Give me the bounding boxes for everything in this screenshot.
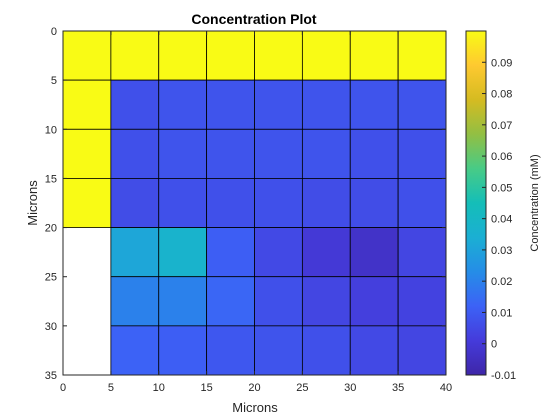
heatmap-cell [254,325,303,376]
y-tick-label: 35 [45,370,57,382]
y-tick-label: 30 [45,321,57,333]
heatmap-cell [397,227,447,278]
heatmap-cell [349,325,399,376]
heatmap-cell [254,128,303,179]
colorbar-tick-label: 0.04 [491,214,512,226]
heatmap-cell [301,276,351,327]
heatmap-cell [206,227,255,278]
heatmap-cell [397,79,447,130]
heatmap-cell [301,79,351,130]
heatmap-cell [206,128,255,179]
colorbar-tick-label: 0.09 [491,57,512,69]
heatmap-cell [349,128,399,179]
x-tick-label: 10 [153,382,165,394]
heatmap-cell [158,128,208,179]
heatmap-cell [254,79,303,130]
colorbar-tick-label: 0.05 [491,182,512,194]
heatmap-cell [110,325,160,376]
x-tick-label: 15 [201,382,213,394]
heatmap-cell [158,79,208,130]
colorbar-tick-label: 0.01 [491,307,512,319]
heatmap-cell [254,178,303,228]
heatmap-cell [397,178,447,228]
heatmap-cell [397,128,447,179]
heatmap-cell [349,30,399,81]
heatmap-cell [254,227,303,278]
heatmap-cell [349,79,399,130]
x-tick-label: 5 [108,382,114,394]
y-tick-label: 0 [51,26,57,38]
heatmap-cell [397,325,447,376]
colorbar-tick-label: 0.03 [491,245,512,257]
colorbar-gradient [465,30,487,376]
colorbar-tick-label: 0.08 [491,89,512,101]
heatmap-cell [62,178,112,228]
heatmap-cell [206,79,255,130]
heatmap-cell [110,276,160,327]
heatmap-cell [62,128,112,179]
colorbar-tick-label: 0.02 [491,276,512,288]
heatmap-cell [301,178,351,228]
y-tick-label: 10 [45,124,57,136]
heatmap-cell [301,128,351,179]
colorbar-tick-label: 0.06 [491,151,512,163]
x-tick-label: 35 [392,382,404,394]
colorbar-tick-label: 0.07 [491,120,512,132]
x-tick-label: 0 [60,382,66,394]
colorbar-label: Concentration (mM) [529,154,541,251]
colorbar-ticks: -0.01 0 0.01 0.02 0.03 0.04 0.05 0.06 0.07 0.08 0.… [482,57,516,382]
heatmap-cells [62,30,447,376]
heatmap-cell [254,276,303,327]
heatmap-cell [206,178,255,228]
heatmap-cell [349,178,399,228]
heatmap-cell [301,325,351,376]
y-tick-label: 20 [45,223,57,235]
heatmap-cell [158,276,208,327]
heatmap-cell [301,30,351,81]
y-tick-label: 5 [51,75,57,87]
colorbar: -0.01 0 0.01 0.02 0.03 0.04 0.05 0.06 0.07 0.08 0.… [465,30,541,382]
x-tick-label: 40 [440,382,452,394]
heatmap-cell [206,325,255,376]
heatmap-cell [206,276,255,327]
heatmap-cell [397,30,447,81]
heatmap-cell [158,178,208,228]
heatmap-cell [110,128,160,179]
heatmap-cell [110,227,160,278]
heatmap-cell [349,227,399,278]
heatmap-cell [349,276,399,327]
x-axis-label: Microns [232,400,278,415]
chart-title: Concentration Plot [191,11,317,27]
colorbar-tick-label: -0.01 [491,370,516,382]
heatmap-cell [158,227,208,278]
x-tick-label: 25 [296,382,308,394]
heatmap-cell [254,30,303,81]
heatmap-cell [110,30,160,81]
heatmap-cell [158,30,208,81]
heatmap-cell [158,325,208,376]
y-axis-ticks: 0 5 10 15 20 25 30 35 [45,26,446,382]
heatmap-cell [110,178,160,228]
heatmap-cell [62,79,112,130]
heatmap-cell [110,79,160,130]
x-axis-ticks: 0 5 10 15 20 25 30 35 40 [60,31,452,394]
y-tick-label: 15 [45,173,57,185]
y-axis-label: Microns [25,180,40,226]
y-tick-label: 25 [45,272,57,284]
x-tick-label: 20 [248,382,260,394]
plot-area-border [62,30,447,376]
heatmap-cell [62,30,112,81]
colorbar-tick-label: 0 [491,339,497,351]
heatmap-cell [206,30,255,81]
heatmap-cell [397,276,447,327]
x-tick-label: 30 [344,382,356,394]
heatmap-cell [301,227,351,278]
